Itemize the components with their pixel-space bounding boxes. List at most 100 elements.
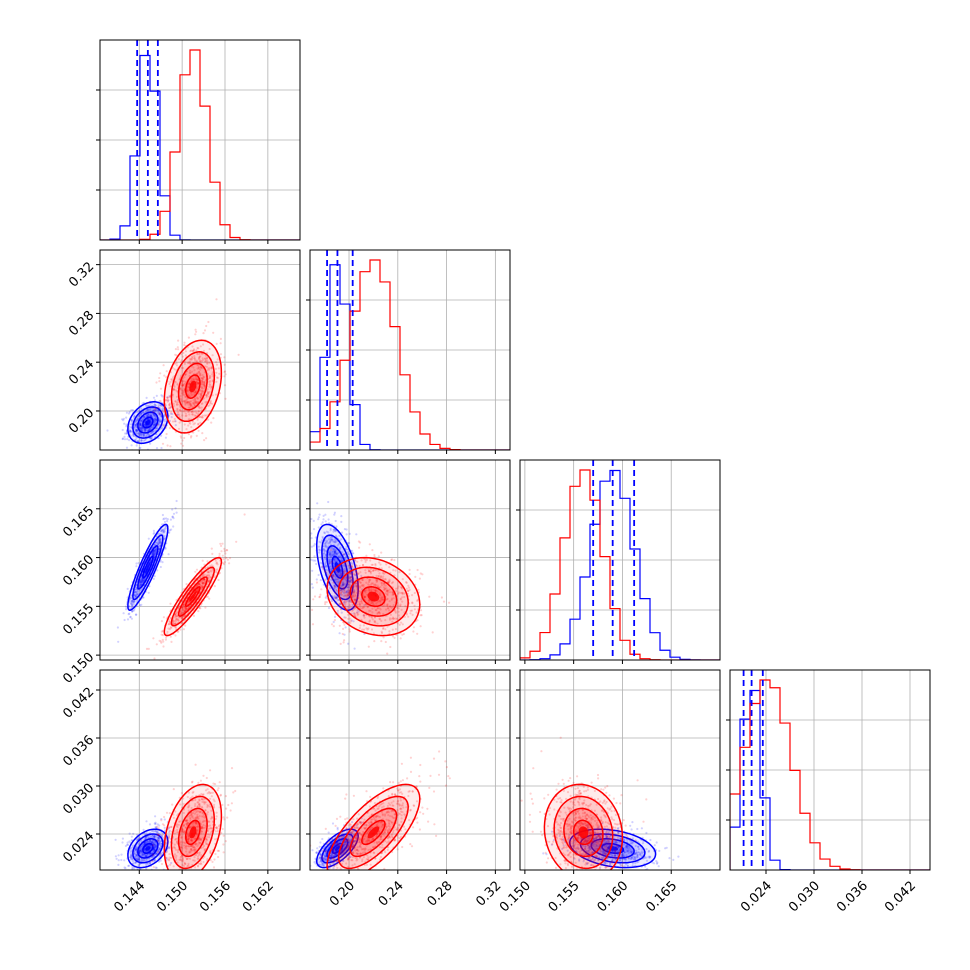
- contour-line: [321, 534, 354, 601]
- panel-frame: [99, 669, 301, 871]
- contour-line: [170, 566, 216, 627]
- contour-line: [127, 523, 169, 611]
- density-peak: [189, 826, 197, 839]
- contour-line: [137, 838, 159, 859]
- panel-1-1: [306, 249, 511, 454]
- panel-frame: [99, 459, 301, 661]
- y-tick-label: 0.32: [66, 259, 97, 290]
- density-peak: [145, 846, 151, 851]
- x-tick-label: 0.150: [154, 878, 191, 915]
- density-peak: [367, 826, 380, 839]
- panel-0-0: [96, 39, 301, 244]
- x-tick-label: 0.160: [595, 878, 632, 915]
- x-tick-label: 0.156: [197, 878, 234, 915]
- y-tick-label: 0.24: [66, 357, 97, 388]
- contour-line: [127, 401, 169, 445]
- contour-line: [177, 362, 208, 411]
- contour-line: [361, 819, 386, 846]
- panel-content: [116, 499, 246, 660]
- x-tick-label: 0.030: [786, 878, 823, 915]
- y-tick-label: 0.042: [60, 685, 97, 722]
- contour-line: [543, 783, 624, 870]
- x-tick-label: 0.036: [834, 878, 871, 915]
- contour-line: [184, 585, 201, 608]
- contour-line: [553, 795, 614, 870]
- contour-line: [579, 833, 646, 864]
- density-peak: [189, 380, 197, 393]
- contour-line: [132, 534, 164, 601]
- contour-line: [337, 566, 409, 627]
- x-tick-label: 0.042: [882, 878, 919, 915]
- density-peak: [145, 562, 151, 573]
- contour-line: [326, 556, 421, 637]
- y-tick-label: 0.20: [66, 406, 97, 437]
- contour-line: [163, 556, 223, 637]
- panel-content: [310, 750, 451, 870]
- contour-line: [361, 586, 386, 608]
- x-tick-label: 0.28: [425, 878, 456, 909]
- y-tick-label: 0.28: [66, 308, 97, 339]
- panel-3-2: [516, 669, 721, 874]
- contour-line: [563, 807, 604, 858]
- contour-line: [177, 576, 208, 617]
- contour-line: [572, 819, 594, 846]
- contour-line: [337, 795, 409, 870]
- density-peak: [145, 420, 151, 426]
- contour-line: [184, 374, 201, 399]
- contour-line: [315, 828, 359, 869]
- contour-line: [177, 807, 208, 858]
- histogram-series-0: [730, 689, 930, 870]
- y-tick-label: 0.165: [60, 503, 97, 540]
- x-tick-label: 0.144: [111, 878, 148, 915]
- histogram-series-0: [310, 264, 510, 450]
- contour-line: [569, 828, 657, 869]
- contour-line: [132, 833, 164, 864]
- contour-line: [137, 545, 159, 590]
- x-tick-label: 0.24: [376, 878, 407, 909]
- contour-line: [142, 416, 154, 429]
- y-tick-label: 0.030: [60, 781, 97, 818]
- x-tick-label: 0.165: [643, 878, 680, 915]
- histogram-series-0: [100, 54, 300, 240]
- contour-line: [590, 838, 635, 859]
- scatter-series-1: [520, 736, 648, 870]
- panel-2-2: [516, 459, 721, 664]
- contour-line: [326, 783, 421, 870]
- contour-line: [163, 339, 223, 434]
- panel-3-3: [726, 669, 931, 874]
- panel-frame: [519, 669, 721, 871]
- panel-content: [520, 736, 680, 870]
- y-tick-label: 0.024: [60, 829, 97, 866]
- x-tick-label: 0.155: [546, 878, 583, 915]
- contour-line: [601, 842, 625, 854]
- panel-frame: [99, 249, 301, 451]
- contour-line: [184, 819, 201, 846]
- contour-line: [142, 555, 154, 579]
- y-tick-label: 0.160: [60, 552, 97, 589]
- panel-2-1: [306, 459, 511, 664]
- x-tick-label: 0.150: [497, 878, 534, 915]
- contour-line: [132, 406, 164, 439]
- x-tick-label: 0.024: [738, 878, 775, 915]
- contour-line: [170, 795, 216, 870]
- contour-line: [349, 807, 398, 858]
- density-peak: [578, 826, 589, 839]
- density-peak: [189, 591, 197, 602]
- y-tick-label: 0.150: [60, 650, 97, 687]
- contour-line: [137, 411, 159, 434]
- contour-line: [321, 833, 354, 864]
- density-peak: [367, 591, 380, 602]
- y-tick-label: 0.036: [60, 733, 97, 770]
- contour-line: [163, 783, 223, 870]
- x-tick-label: 0.162: [240, 878, 277, 915]
- panel-content: [106, 298, 240, 450]
- panel-3-0: [96, 669, 301, 874]
- panel-1-0: [96, 249, 301, 454]
- contour-line: [142, 842, 154, 854]
- density-peak: [334, 846, 340, 851]
- x-tick-label: 0.20: [327, 878, 358, 909]
- y-tick-label: 0.155: [60, 601, 97, 638]
- panel-2-0: [96, 459, 301, 664]
- contour-line: [331, 555, 344, 579]
